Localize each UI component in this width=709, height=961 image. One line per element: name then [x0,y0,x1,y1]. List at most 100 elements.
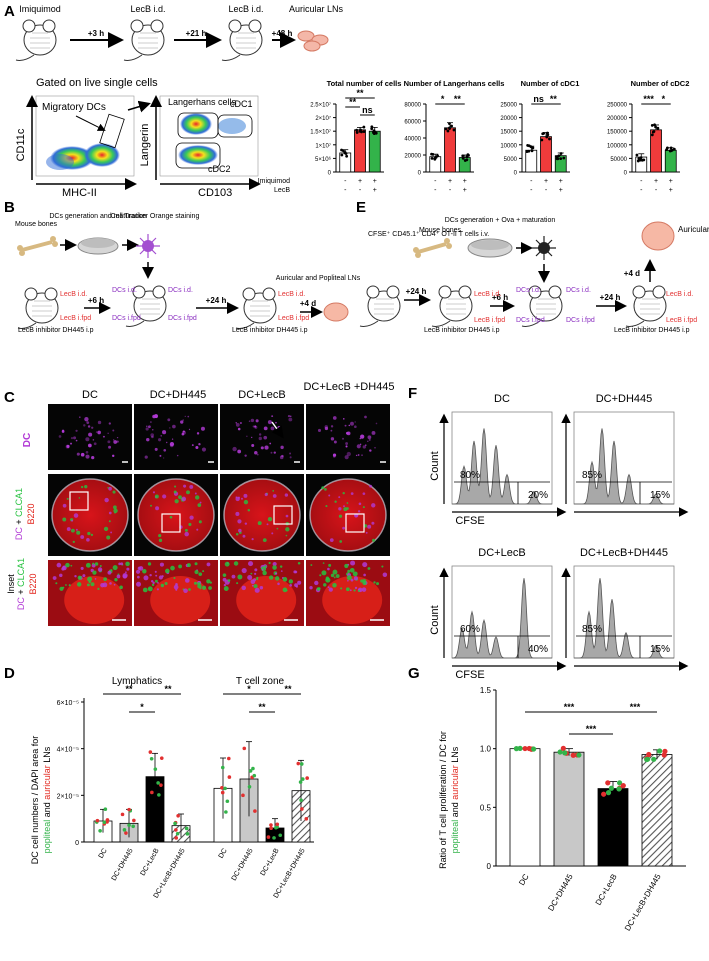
signal-speck [222,573,227,577]
signal-speck [254,568,258,572]
diagram-text: Auricular and Popliteal LNs [678,225,709,234]
bar-chart-3: Number of cDC1 0 5000 10000 15000 20000 25000 -… [500,79,579,194]
arrow-marker [271,421,284,439]
axis-label: popliteal and auricular LNs [450,746,460,853]
dc-signal [289,452,292,455]
data-point [531,746,537,752]
category-label: DC+LecB [594,873,619,907]
signal-speck [150,580,154,583]
data-point [340,153,344,157]
signal-speck [135,569,141,574]
data-point [431,152,435,156]
signal-speck [328,587,333,592]
signal-speck [194,562,198,566]
signal-speck [147,586,153,592]
data-point [247,784,252,789]
signal-speck [293,570,297,574]
dc-signal [187,415,190,418]
diagram-text: Mouse bones [15,221,58,228]
signal-speck [158,575,163,580]
signal-speck [194,492,197,495]
data-point [227,775,232,779]
signal-speck [94,562,99,566]
signal-speck [106,535,111,540]
signal-speck [113,505,117,510]
diagram-text: LecB inhibitor DH445 i.p [18,327,94,334]
signal-speck [154,494,159,499]
dc-signal [108,445,112,449]
dc-signal [108,422,111,425]
signal-speck [343,505,345,508]
dc-signal [251,444,255,448]
signal-speck [72,540,75,544]
dc-signal [169,443,174,448]
axis-label-auricular: auricular [42,765,52,800]
sign-label: + [463,178,467,185]
dc-signal [369,449,372,452]
dc-signal [258,433,262,436]
signal-speck [84,484,88,489]
axis-label-popliteal: popliteal [450,820,460,854]
signal-speck [365,531,368,534]
lymph-node-icon [323,302,349,322]
y-tick-label: 0 [514,171,518,177]
data-point [132,818,136,823]
data-point [461,157,465,160]
data-point [463,159,467,162]
micrograph-background [134,404,218,470]
gate-percent: 85% [582,470,602,481]
signal-speck [173,490,177,494]
dc-signal [91,426,94,429]
dc-signal [332,416,337,420]
significance-label: ** [356,88,364,98]
signal-speck [333,576,336,579]
y-tick-label: 0 [487,862,492,871]
signal-speck [137,566,142,570]
dc-signal [151,435,154,439]
y-tick-label: 0.5 [480,803,492,812]
signal-speck [108,486,112,491]
signal-speck [198,520,202,524]
signal-speck [342,526,346,530]
column-title: DC+LecB [238,389,285,401]
signal-speck [346,507,349,510]
chart-title: Number of cDC1 [521,79,580,88]
micrograph-merged [220,474,304,556]
dc-signal [181,432,185,436]
data-point [355,128,359,132]
signal-speck [174,499,179,504]
timeline-step-label: LecB i.d. [228,4,263,14]
gate-percent: 40% [528,644,548,655]
data-point [176,813,180,818]
sign-label: - [640,187,643,194]
panel-a-bar-charts: Total number of cells 0 5×10⁶ 1×10⁷ 1.5×10⁷ 2… [310,79,689,194]
dc-signal [172,424,176,429]
data-point [448,122,451,126]
row-label: Imiquimod [258,178,290,185]
signal-speck [122,574,128,579]
data-point [555,155,559,159]
dc-signal [95,431,98,433]
panel-b: B Mouse bones DCs generation and maturat… [4,199,361,334]
data-point [103,807,108,812]
data-point [174,836,179,840]
data-point [345,154,349,158]
signal-speck [194,569,199,575]
dc-signal [144,455,148,459]
signal-speck [125,561,130,567]
cfse-histogram: DC+DH445 85% 15% [561,393,689,517]
data-point [156,781,160,785]
signal-speck [235,532,239,536]
data-point [657,748,663,754]
signal-speck [262,570,267,576]
signal-speck [159,562,164,567]
data-point [560,745,566,751]
timeline-arrow-label: +24 h [600,293,621,302]
histogram-curve [574,578,674,659]
dc-signal [250,418,255,423]
microscopy-grid [48,404,390,626]
signal-speck [206,579,211,584]
t-cell-ratio-chart: 0 0.5 1.0 1.5 DC DC+DH445 DC+LecB DC+LecB+DH445… [480,686,686,932]
dc-signal [288,417,293,422]
histogram-frame [451,411,553,505]
